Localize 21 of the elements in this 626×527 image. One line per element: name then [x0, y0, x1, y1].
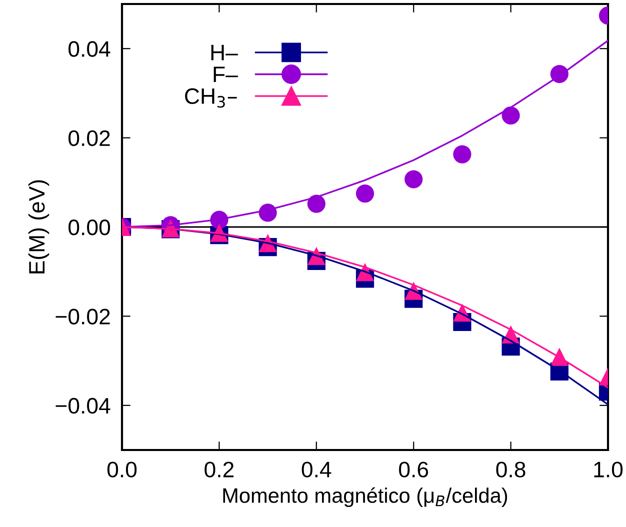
x-tick-label: 0.2: [204, 462, 234, 478]
point: [307, 194, 326, 213]
y-tick-label: 0.02: [68, 130, 110, 146]
y-tick-label: 0.00: [68, 220, 110, 236]
legend-label: CH$_{3}$–: [185, 88, 237, 108]
legend-label: F–: [214, 66, 238, 82]
y-tick-label: −0.04: [56, 398, 110, 414]
y-tick-label: 0.04: [68, 41, 110, 57]
x-tick-label: 0.6: [399, 462, 428, 478]
point: [356, 184, 374, 203]
x-axis-title: Momento magnético (μ$_{B}$/celda): [223, 487, 508, 508]
point: [453, 145, 472, 164]
point: [502, 106, 520, 125]
x-tick-label: 1.0: [594, 462, 623, 478]
x-tick-label: 0.4: [302, 462, 332, 478]
y-axis-title: E(M) (eV): [28, 180, 50, 274]
x-tick-label: 0.8: [496, 462, 526, 478]
legend-label: H–: [211, 44, 238, 60]
y-tick-label: −0.02: [56, 308, 110, 324]
x-tick-label: 0.0: [107, 462, 137, 478]
point: [404, 170, 423, 188]
